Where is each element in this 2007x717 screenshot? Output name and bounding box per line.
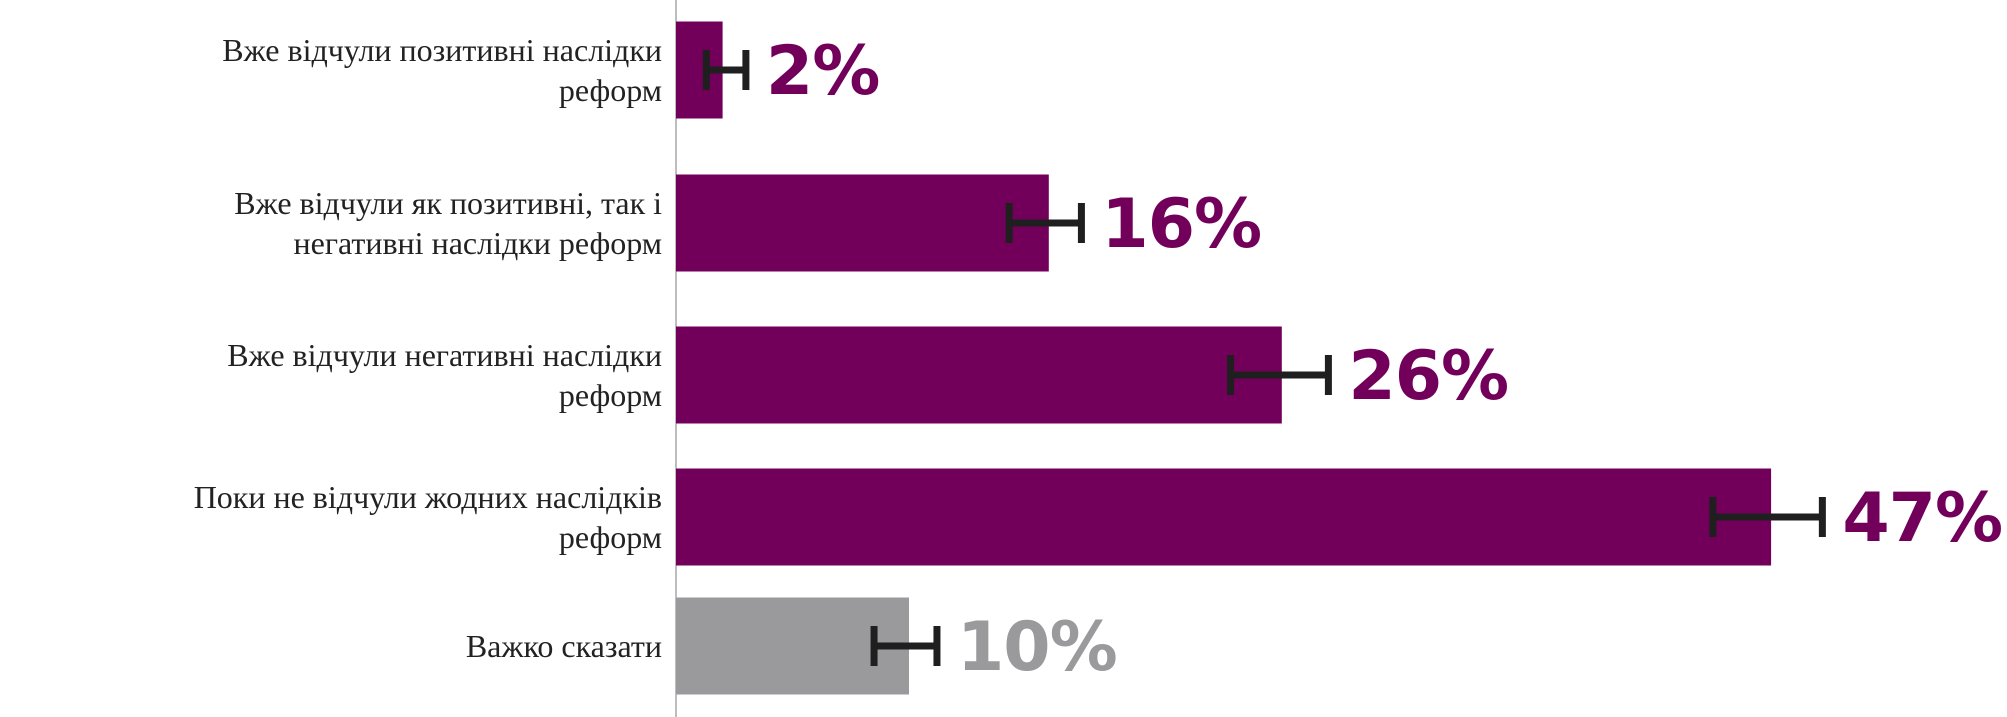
value-label-1: 2% (766, 32, 879, 111)
category-label-3: Вже відчули негативні наслідки реформ (227, 337, 662, 413)
bar-4 (676, 468, 1772, 566)
value-label-5: 10% (957, 608, 1117, 687)
category-label-line: реформ (559, 377, 662, 413)
category-labels-group: Вже відчули позитивні наслідки реформВже … (194, 32, 662, 664)
category-label-1: Вже відчули позитивні наслідки реформ (222, 32, 662, 108)
bar-2 (676, 174, 1049, 272)
bar-5 (676, 597, 909, 695)
bar-3 (676, 326, 1282, 424)
category-label-line: реформ (559, 519, 662, 555)
category-label-line: Поки не відчули жодних наслідків (194, 479, 662, 515)
error-bars-group (702, 50, 1826, 666)
error-bar-5 (870, 626, 941, 666)
value-label-3: 26% (1348, 337, 1508, 416)
error-bar-2 (1005, 203, 1085, 243)
category-label-line: реформ (559, 72, 662, 108)
category-label-line: Вже відчули як позитивні, так і (234, 185, 662, 221)
value-labels-group: 2% 16% 26% 47% 10% (766, 32, 2003, 687)
value-label-4: 47% (1842, 479, 2002, 558)
error-bar-1 (702, 50, 750, 90)
error-bar-4 (1709, 497, 1826, 537)
category-label-line: негативні наслідки реформ (294, 225, 663, 261)
category-label-2: Вже відчули як позитивні, так і негативні… (234, 185, 662, 261)
category-label-line: Вже відчули негативні наслідки (227, 337, 662, 373)
value-label-2: 16% (1101, 185, 1261, 264)
error-bar-3 (1227, 355, 1332, 395)
category-label-line: Важко сказати (466, 628, 662, 664)
category-label-5: Важко сказати (466, 628, 662, 664)
category-label-line: Вже відчули позитивні наслідки (222, 32, 662, 68)
category-label-4: Поки не відчули жодних наслідків реформ (194, 479, 662, 555)
bars-group (676, 21, 1772, 695)
